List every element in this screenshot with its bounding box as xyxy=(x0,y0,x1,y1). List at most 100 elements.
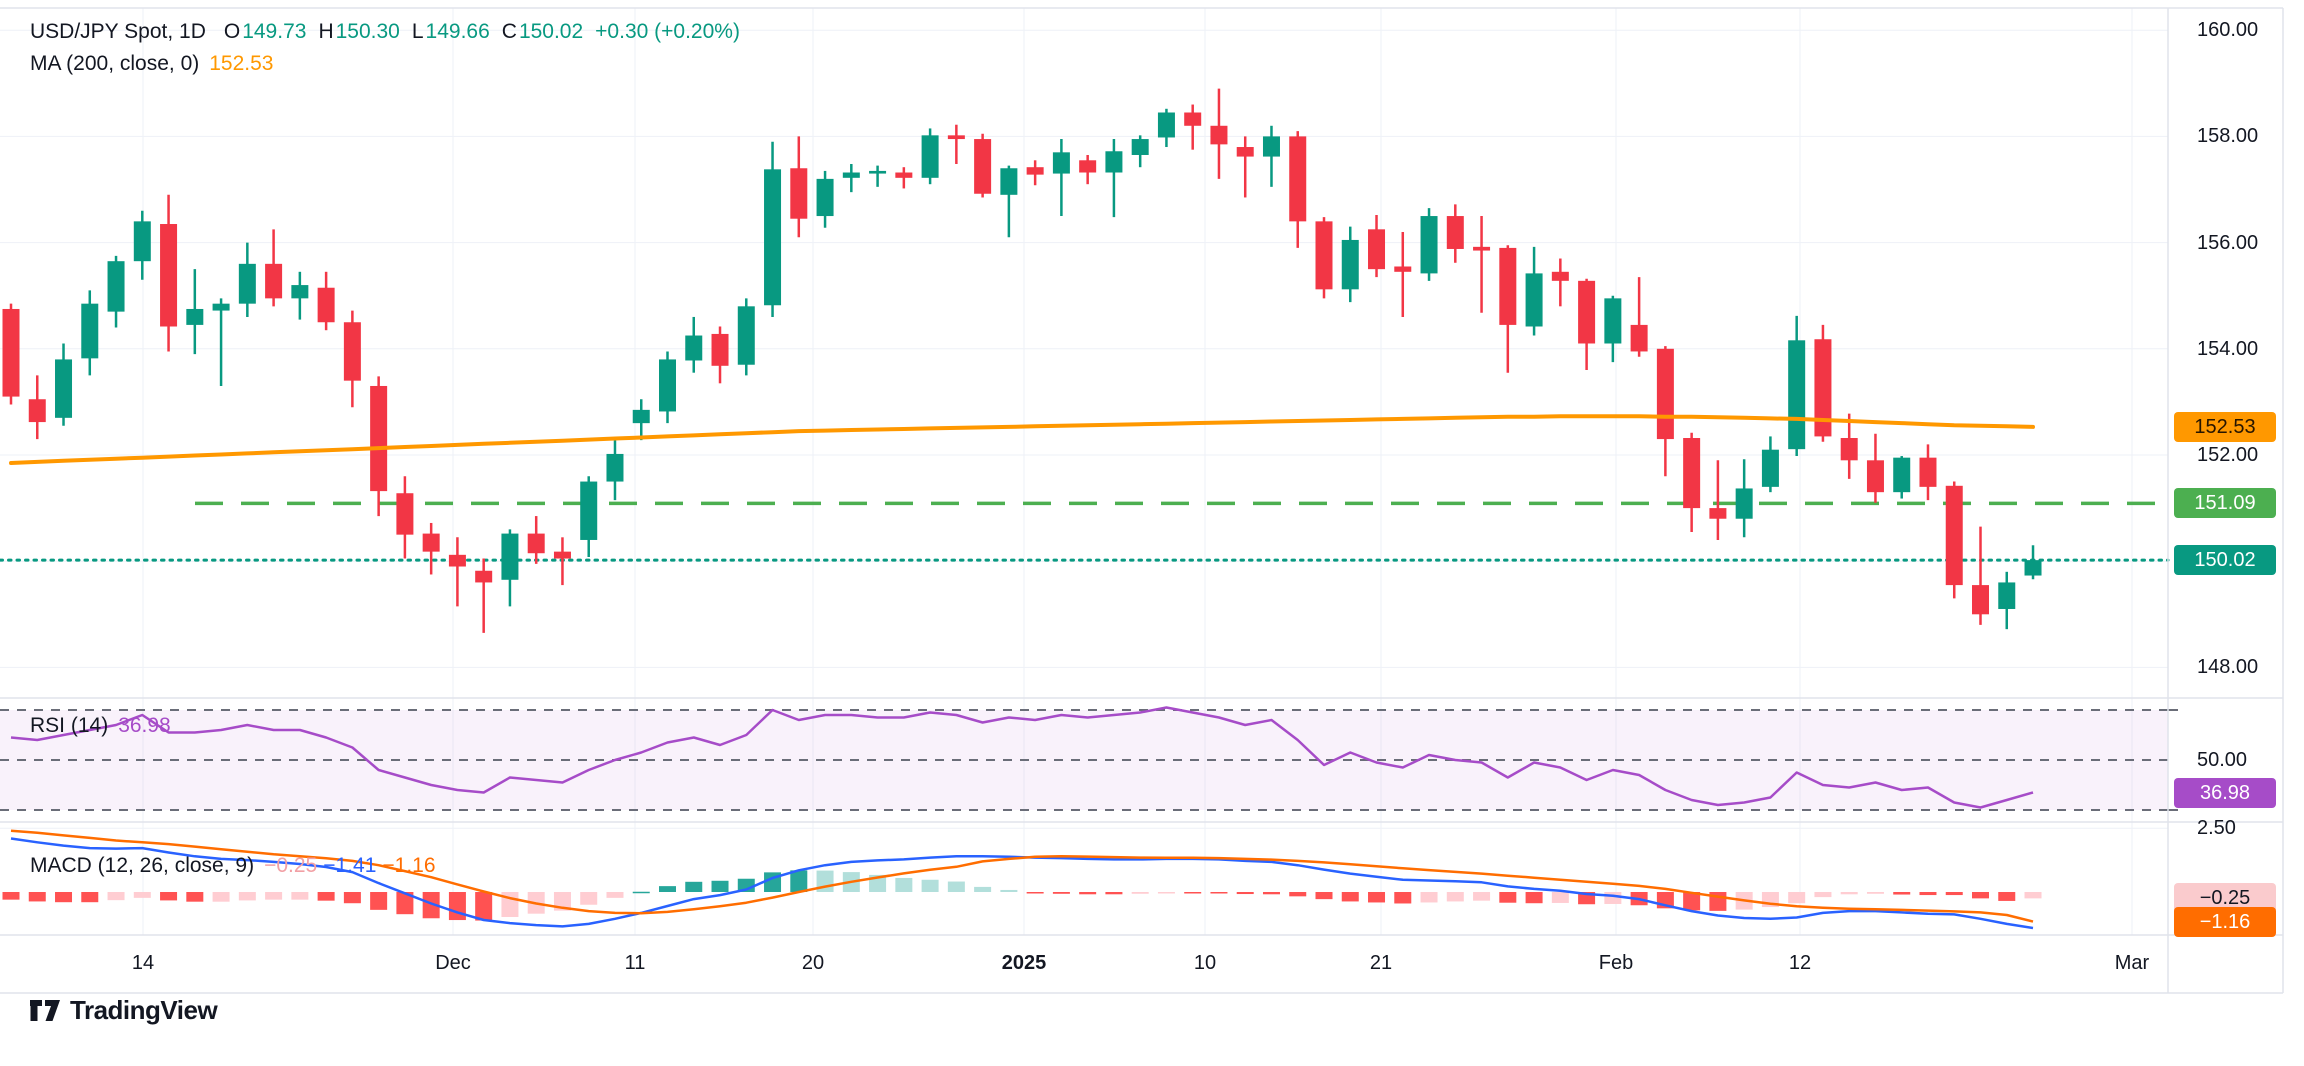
candle-body xyxy=(1262,136,1280,157)
candle-body xyxy=(606,453,624,482)
macd-legend-row[interactable]: MACD (12, 26, close, 9) −0.25 −1.41 −1.16 xyxy=(30,854,442,878)
candle-body xyxy=(107,261,125,312)
ma-value-badge: 152.53 xyxy=(2174,411,2276,442)
macd-histogram-bar xyxy=(81,892,99,903)
macd-histogram-bar xyxy=(317,892,335,901)
candle-body xyxy=(1026,167,1044,175)
candle-body xyxy=(55,359,73,418)
candle-body xyxy=(1630,324,1648,352)
last-price-badge: 150.02 xyxy=(2174,545,2276,576)
candle-body xyxy=(1998,582,2016,609)
high-label: H xyxy=(318,20,334,43)
candle-body xyxy=(711,333,729,366)
candle-body xyxy=(475,570,493,583)
candle-body xyxy=(1079,160,1097,173)
candle-body xyxy=(790,168,808,219)
macd-histogram-bar xyxy=(921,879,939,892)
candle-body xyxy=(1368,229,1386,270)
time-axis-label: Mar xyxy=(2114,952,2150,974)
candle-body xyxy=(1972,585,1989,615)
macd-histogram-bar xyxy=(1420,892,1438,903)
candle-body xyxy=(1473,246,1491,251)
price-axis-label: 160.00 xyxy=(2197,19,2259,42)
time-axis-label: Dec xyxy=(435,952,471,974)
candle-body xyxy=(737,306,755,365)
tradingview-logo-text: TradingView xyxy=(70,994,218,1025)
rsi-line xyxy=(10,706,2034,809)
time-axis-label: 11 xyxy=(624,952,646,974)
macd-histogram-bar xyxy=(1289,892,1307,897)
rsi-legend-row[interactable]: RSI (14) 36.98 xyxy=(30,714,177,738)
macd-histogram-bar xyxy=(580,892,598,905)
macd-histogram-bar xyxy=(1525,892,1543,904)
candle-body xyxy=(580,481,598,540)
rsi-value-badge: 36.98 xyxy=(2174,777,2276,808)
symbol-legend-row[interactable]: USD/JPY Spot, 1D O149.73 H150.30 L149.66 C15… xyxy=(30,20,746,44)
ma-legend-row[interactable]: MA (200, close, 0) 152.53 xyxy=(30,52,279,76)
macd-histogram-bar xyxy=(1052,892,1070,894)
ma-value: 152.53 xyxy=(209,52,274,75)
candle-body xyxy=(1210,125,1228,145)
macd-histogram-bar xyxy=(685,881,703,892)
macd-histogram-bar xyxy=(238,892,256,901)
candle-body xyxy=(2,308,20,397)
macd-histogram-bar xyxy=(1079,892,1097,895)
candle-body xyxy=(632,409,650,424)
open-label: O xyxy=(223,20,241,43)
macd-histogram-bar xyxy=(1315,892,1333,900)
close-value: 150.02 xyxy=(518,20,584,43)
candle-body xyxy=(265,263,283,299)
macd-histogram-bar xyxy=(632,891,650,894)
candle-body xyxy=(816,178,834,217)
candle-body xyxy=(659,359,676,412)
candle-body xyxy=(343,322,361,381)
macd-histogram-bar xyxy=(396,892,414,915)
macd-histogram-bar xyxy=(370,892,388,910)
candle-body xyxy=(764,169,782,306)
macd-histogram-bar xyxy=(1683,892,1701,911)
macd-histogram-bar xyxy=(1131,892,1149,894)
macd-histogram-bar xyxy=(1604,892,1622,904)
price-axis-label: 158.00 xyxy=(2197,125,2259,148)
macd-signal-badge: −1.16 xyxy=(2174,906,2276,937)
macd-histogram-bar xyxy=(1840,892,1858,895)
macd-histogram-bar xyxy=(1945,892,1963,896)
candle-body xyxy=(947,135,965,140)
candle-body xyxy=(1236,147,1254,157)
time-axis-label: 14 xyxy=(131,952,155,974)
candle-body xyxy=(1893,457,1911,493)
macd-histogram-bar xyxy=(1105,892,1123,895)
macd-histogram-bar xyxy=(212,892,230,902)
macd-histogram-bar xyxy=(1446,892,1464,902)
candle-body xyxy=(1788,340,1806,450)
tradingview-logo[interactable]: TradingView xyxy=(28,993,218,1027)
candle-body xyxy=(501,533,519,580)
rsi-value: 36.98 xyxy=(118,714,171,737)
candle-body xyxy=(422,533,440,552)
candle-body xyxy=(1656,348,1674,440)
macd-histogram-bar xyxy=(606,892,624,898)
candle-body xyxy=(396,493,414,535)
macd-axis-label: 2.50 xyxy=(2197,817,2236,840)
macd-histogram-bar xyxy=(1210,892,1228,894)
symbol-title: USD/JPY Spot, 1D xyxy=(30,20,206,43)
macd-histogram-bar xyxy=(1157,892,1175,894)
candle-body xyxy=(1735,488,1753,519)
candle-body xyxy=(291,285,309,299)
candle-body xyxy=(212,303,230,311)
ma200-line xyxy=(9,414,2035,465)
candle-body xyxy=(685,335,703,361)
candle-body xyxy=(1840,438,1858,461)
candle-body xyxy=(921,135,939,178)
macd-histogram-bar xyxy=(475,892,493,921)
macd-histogram-bar xyxy=(343,892,361,904)
candle-body xyxy=(1394,266,1412,272)
time-axis-label: Feb xyxy=(1598,952,1634,974)
candle-body xyxy=(1525,273,1543,327)
candle-body xyxy=(81,303,99,359)
macd-histogram-bar xyxy=(1236,892,1254,895)
macd-histogram-bar xyxy=(974,886,992,892)
macd-histogram-bar xyxy=(947,881,965,892)
